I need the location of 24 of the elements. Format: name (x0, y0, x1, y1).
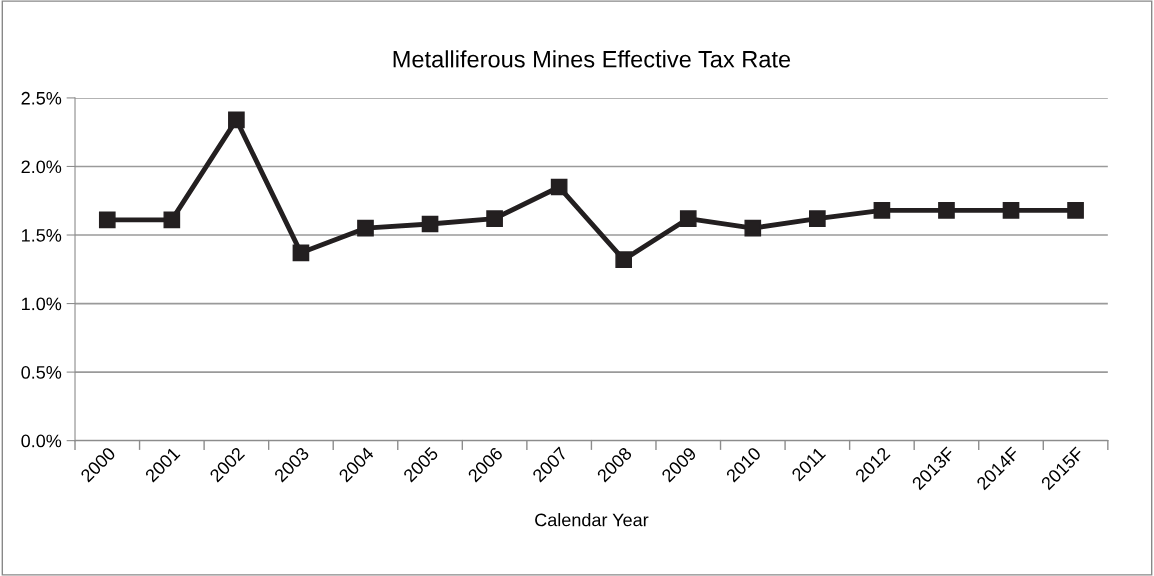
point (421, 215, 439, 233)
point (679, 210, 697, 227)
point (486, 210, 503, 227)
point (744, 219, 762, 237)
point (1002, 201, 1020, 219)
point (228, 111, 245, 129)
y-tick-label: 0.0% (21, 434, 62, 448)
point (1067, 201, 1084, 219)
point (938, 201, 955, 219)
y-tick-label: 1.5% (22, 229, 62, 242)
point (98, 211, 116, 229)
point (809, 210, 826, 227)
point (873, 201, 891, 219)
point (163, 211, 181, 229)
y-tick-label: 1.0% (22, 297, 62, 311)
x-axis-title: Calendar Year (535, 513, 649, 527)
point (357, 219, 374, 237)
y-tick-label: 0.5% (21, 366, 62, 379)
y-tick-label: 2.0% (21, 160, 62, 174)
chart-title: Metalliferous Mines Effective Tax Rate (393, 50, 791, 68)
point (615, 251, 633, 269)
y-tick-label: 2.5% (21, 91, 62, 105)
point (292, 244, 310, 262)
point (550, 178, 568, 196)
